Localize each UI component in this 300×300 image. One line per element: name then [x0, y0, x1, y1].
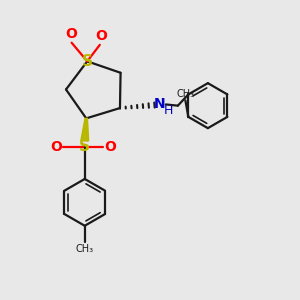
Text: O: O — [50, 140, 62, 154]
Text: CH₃: CH₃ — [76, 244, 94, 254]
Text: H: H — [164, 104, 173, 117]
Text: O: O — [105, 140, 116, 154]
Text: S: S — [79, 140, 90, 154]
Polygon shape — [81, 118, 88, 141]
Text: CH₃: CH₃ — [176, 89, 194, 99]
Text: N: N — [154, 97, 166, 111]
Text: S: S — [82, 54, 93, 69]
Text: O: O — [65, 27, 77, 41]
Text: O: O — [95, 29, 107, 44]
